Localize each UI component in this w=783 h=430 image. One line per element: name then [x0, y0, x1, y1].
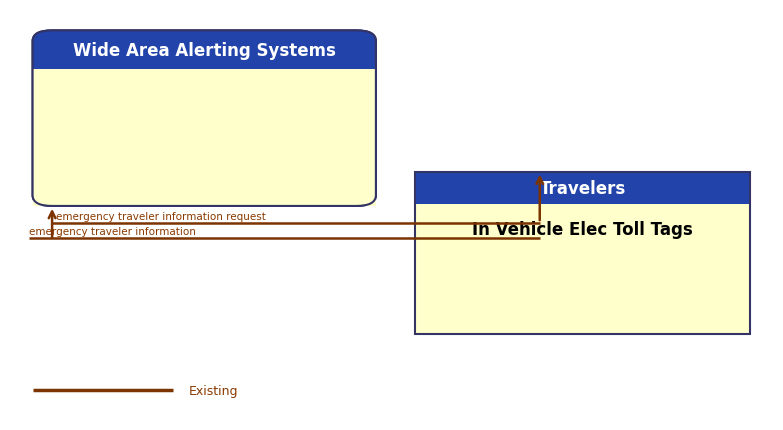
Text: Wide Area Alerting Systems: Wide Area Alerting Systems — [73, 42, 336, 59]
FancyBboxPatch shape — [33, 31, 376, 206]
Bar — [415, 172, 750, 335]
FancyBboxPatch shape — [33, 31, 376, 206]
Text: Travelers: Travelers — [539, 179, 626, 197]
Text: emergency traveler information: emergency traveler information — [29, 227, 196, 237]
Text: emergency traveler information request: emergency traveler information request — [56, 212, 266, 222]
Text: In Vehicle Elec Toll Tags: In Vehicle Elec Toll Tags — [472, 221, 693, 239]
Bar — [33, 70, 376, 206]
Bar — [415, 172, 750, 335]
Text: Existing: Existing — [189, 384, 238, 396]
Bar — [415, 172, 750, 204]
